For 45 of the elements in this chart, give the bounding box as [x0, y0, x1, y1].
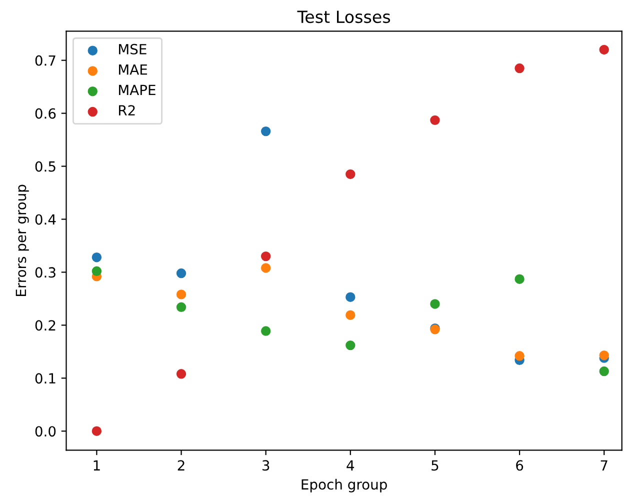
x-tick-label: 1 — [94, 460, 100, 470]
y-tick-label: 0.3 — [35, 267, 56, 278]
x-tick-label: 4 — [346, 460, 354, 470]
y-tick-label: 0.0 — [35, 426, 56, 437]
point — [430, 299, 440, 309]
y-tick-label: 0.4 — [35, 214, 56, 225]
point — [176, 369, 186, 379]
x-tick-label: 5 — [432, 460, 438, 471]
x-tick-label: 6 — [516, 460, 524, 471]
y-tick-label: 0.5 — [35, 161, 56, 172]
legend-label: MAPE — [119, 84, 156, 96]
point — [176, 268, 186, 278]
y-tick-label: 0.1 — [35, 373, 56, 384]
point — [599, 366, 609, 376]
y-tick-label: 0.6 — [35, 108, 56, 119]
point — [346, 310, 356, 320]
y-tick-label: 0.2 — [35, 320, 56, 331]
x-tick-label: 7 — [600, 460, 608, 470]
point — [346, 340, 356, 350]
chart-title: Test Losses — [297, 10, 390, 24]
point — [92, 426, 102, 436]
legend-label: R2 — [119, 105, 135, 116]
point — [176, 302, 186, 312]
point — [260, 251, 271, 262]
point — [176, 290, 186, 300]
x-axis-title: Epoch group — [302, 478, 387, 492]
point — [599, 350, 609, 360]
point — [260, 126, 271, 136]
point — [260, 326, 271, 336]
x-tick-label: 3 — [262, 460, 270, 471]
point — [430, 115, 440, 126]
point — [514, 63, 524, 74]
point — [599, 44, 609, 55]
legend-label: MAE — [119, 64, 148, 75]
point — [346, 169, 356, 180]
point — [514, 351, 524, 361]
y-tick-label: 0.7 — [35, 55, 56, 66]
point — [92, 266, 102, 276]
point — [260, 263, 271, 273]
point — [92, 252, 102, 262]
legend-label: MSE — [119, 44, 146, 54]
point — [346, 292, 356, 302]
x-tick-label: 2 — [178, 460, 184, 470]
y-axis-title: Errors per group — [16, 184, 29, 296]
point — [514, 274, 524, 284]
